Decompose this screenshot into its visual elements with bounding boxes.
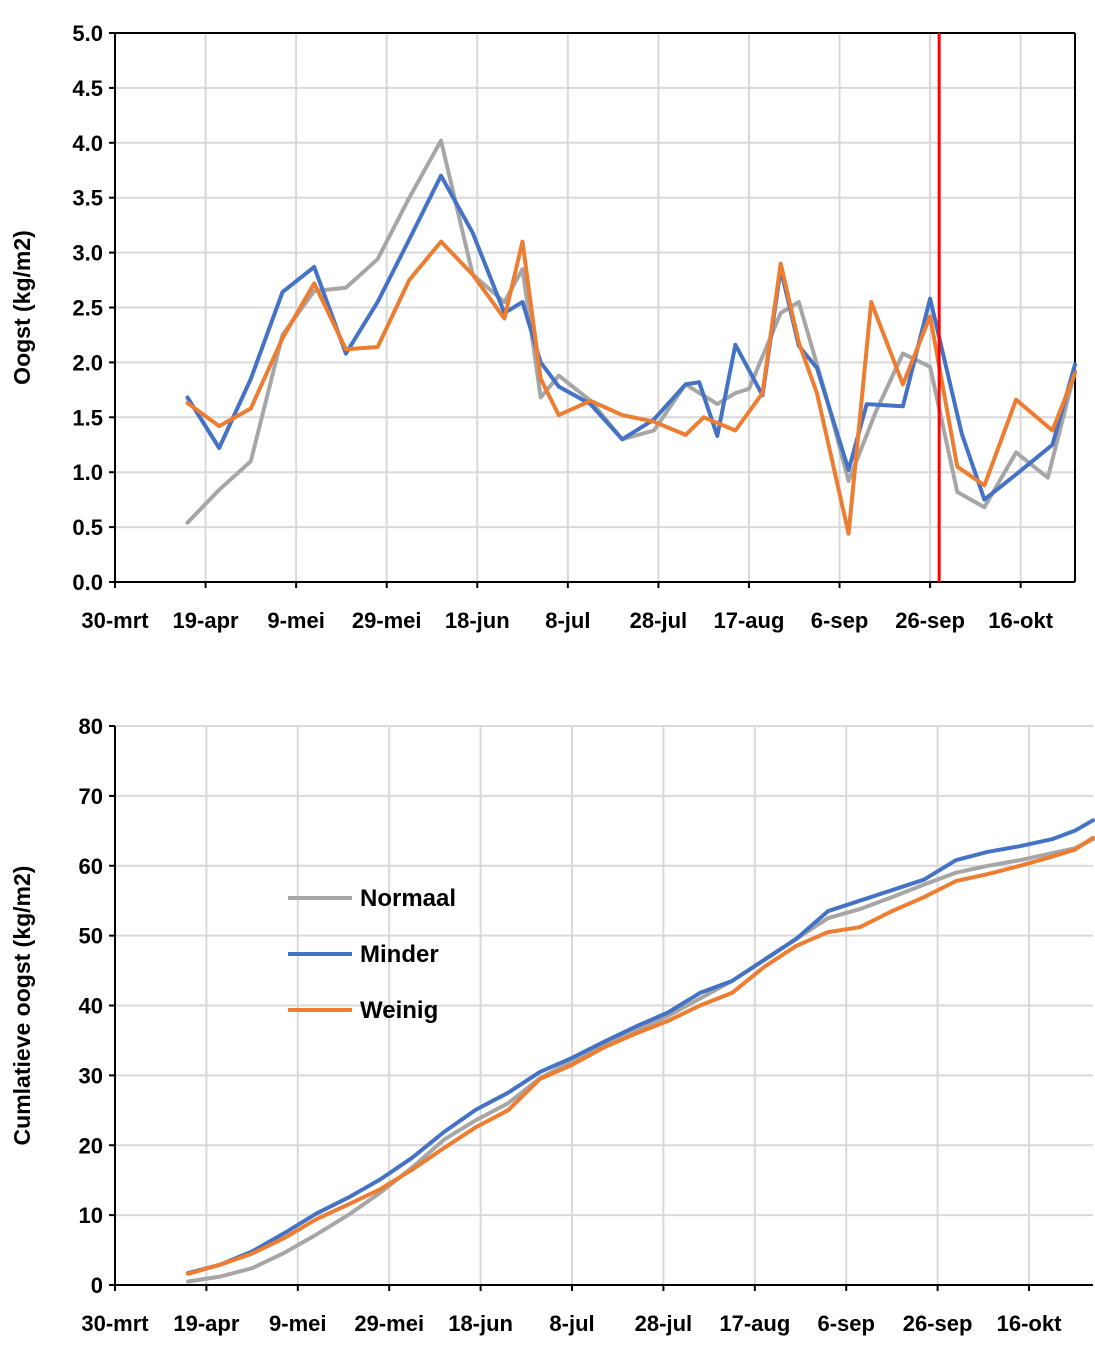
y-tick-label: 0.0 xyxy=(72,570,103,595)
x-tick-label: 26-sep xyxy=(895,608,965,633)
legend-label-weinig: Weinig xyxy=(360,997,438,1024)
x-tick-label: 9-mei xyxy=(267,608,324,633)
y-tick-label: 40 xyxy=(79,994,103,1019)
x-tick-label: 26-sep xyxy=(903,1311,973,1336)
x-tick-label: 29-mei xyxy=(354,1311,424,1336)
x-tick-label: 6-sep xyxy=(817,1311,874,1336)
x-tick-label: 18-jun xyxy=(445,608,510,633)
y-axis-label: Oogst (kg/m2) xyxy=(9,230,35,385)
series-line-normaal xyxy=(186,837,1095,1284)
y-axis-label: Cumlatieve oogst (kg/m2) xyxy=(9,866,35,1146)
x-tick-label: 28-jul xyxy=(635,1311,692,1336)
series-line-normaal xyxy=(185,138,1077,525)
series-line-weinig xyxy=(186,835,1095,1276)
daily-yield-chart: 0.0 0.5 1.0 1.5 2.0 2.5 3.0 3.5 4.0 4.5 5.0 30-mrt 1… xyxy=(9,21,1077,633)
y-tick-label: 1.0 xyxy=(72,460,103,485)
x-tick-label: 19-apr xyxy=(173,608,239,633)
y-tick-label: 50 xyxy=(79,924,103,949)
y-tick-label: 4.0 xyxy=(72,131,103,156)
x-tick-label: 9-mei xyxy=(269,1311,326,1336)
x-tick-label: 29-mei xyxy=(352,608,422,633)
y-tick-label: 0 xyxy=(91,1273,103,1298)
y-tick-label: 5.0 xyxy=(72,21,103,46)
legend-label-minder: Minder xyxy=(360,941,439,968)
cumulative-yield-chart: 0 10 20 30 40 50 60 70 80 30-mrt 19-apr 9-mei 29-mei… xyxy=(9,714,1095,1336)
y-tick-label: 30 xyxy=(79,1063,103,1088)
series-line-minder xyxy=(185,173,1077,502)
x-tick-label: 17-aug xyxy=(714,608,785,633)
x-tick-label: 18-jun xyxy=(448,1311,513,1336)
y-tick-label: 2.0 xyxy=(72,350,103,375)
x-tick-label: 30-mrt xyxy=(81,608,149,633)
y-tick-label: 1.5 xyxy=(72,405,103,430)
x-tick-label: 6-sep xyxy=(811,608,868,633)
y-tick-label: 2.5 xyxy=(72,296,103,321)
x-tick-label: 16-okt xyxy=(988,608,1053,633)
x-tick-label: 16-okt xyxy=(997,1311,1062,1336)
y-tick-label: 20 xyxy=(79,1133,103,1158)
x-tick-label: 17-aug xyxy=(719,1311,790,1336)
series-line-minder xyxy=(186,818,1095,1276)
y-tick-label: 70 xyxy=(79,784,103,809)
x-tick-label: 19-apr xyxy=(173,1311,239,1336)
y-tick-label: 0.5 xyxy=(72,515,103,540)
y-tick-label: 3.0 xyxy=(72,241,103,266)
y-tick-label: 3.5 xyxy=(72,186,103,211)
series-line-weinig xyxy=(185,239,1077,536)
x-tick-label: 30-mrt xyxy=(81,1311,149,1336)
y-tick-label: 10 xyxy=(79,1203,103,1228)
y-tick-label: 4.5 xyxy=(72,76,103,101)
y-tick-label: 80 xyxy=(79,714,103,739)
legend-label-normaal: Normaal xyxy=(360,885,456,912)
x-tick-label: 8-jul xyxy=(549,1311,594,1336)
y-tick-label: 60 xyxy=(79,854,103,879)
x-tick-label: 8-jul xyxy=(545,608,590,633)
x-tick-label: 28-jul xyxy=(630,608,687,633)
